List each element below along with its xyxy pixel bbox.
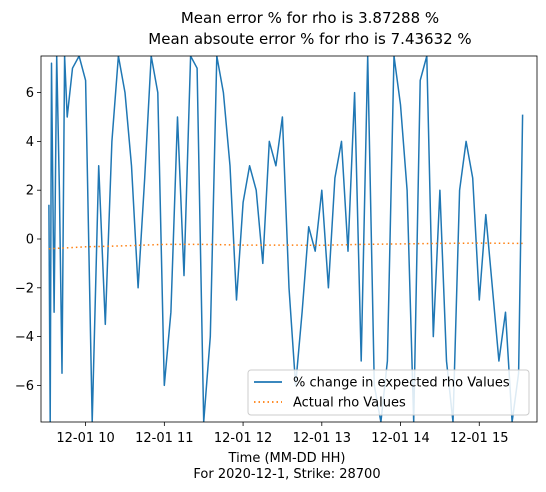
series-line-expected xyxy=(48,56,524,422)
series-line-actual xyxy=(48,242,523,250)
x-tick-label: 12-01 11 xyxy=(135,431,193,446)
legend: % change in expected rho Values Actual r… xyxy=(247,369,530,416)
x-tick-label: 12-01 12 xyxy=(214,431,272,446)
x-tick-label: 12-01 14 xyxy=(371,431,429,446)
chart-title-line-2: Mean absoute error % for rho is 7.43632 … xyxy=(148,30,471,48)
x-axis-sublabel: For 2020-12-1, Strike: 28700 xyxy=(193,467,380,482)
y-tick-label: −6 xyxy=(15,379,34,394)
y-tick-label: 4 xyxy=(26,135,34,150)
x-axis: 12-01 10 12-01 11 12-01 12 12-01 13 12-01 14… xyxy=(56,422,508,446)
y-tick-label: 0 xyxy=(26,233,34,248)
y-tick-label: 6 xyxy=(26,86,34,101)
x-tick-label: 12-01 15 xyxy=(450,431,508,446)
legend-box xyxy=(247,369,530,416)
y-tick-label: −2 xyxy=(15,281,34,296)
plot-frame xyxy=(40,55,538,423)
legend-label-actual: Actual rho Values xyxy=(293,396,406,411)
chart-title-line-1: Mean error % for rho is 3.87288 % xyxy=(181,9,439,27)
x-tick-label: 12-01 13 xyxy=(293,431,351,446)
x-axis-label: Time (MM-DD HH) xyxy=(228,451,346,466)
y-tick-label: −4 xyxy=(15,330,34,345)
y-tick-label: 2 xyxy=(26,184,34,199)
y-axis: −6 −4 −2 0 2 4 6 xyxy=(15,86,41,394)
x-tick-label: 12-01 10 xyxy=(56,431,114,446)
series-layer xyxy=(48,56,524,422)
legend-label-expected: % change in expected rho Values xyxy=(293,376,510,391)
